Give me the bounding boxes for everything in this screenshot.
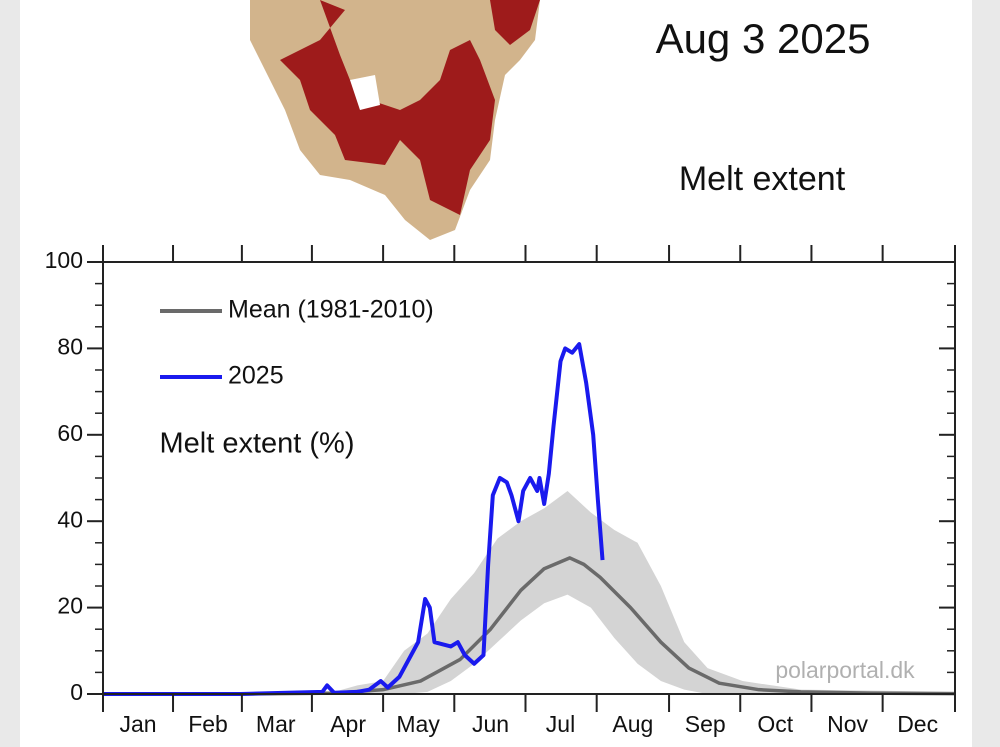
y-tick-label: 20 xyxy=(57,593,83,619)
x-tick-label: Sep xyxy=(685,711,726,737)
y-axis-label: Melt extent (%) xyxy=(160,428,355,460)
chart-subtitle: Melt extent xyxy=(679,160,846,198)
x-tick-label: Dec xyxy=(897,711,938,737)
x-tick-label: Mar xyxy=(256,711,296,737)
x-tick-label: Nov xyxy=(827,711,868,737)
legend-label: Mean (1981-2010) xyxy=(228,296,434,324)
map-melt xyxy=(490,0,540,45)
legend-label: 2025 xyxy=(228,362,284,390)
watermark: polarportal.dk xyxy=(775,657,915,683)
range-band xyxy=(103,490,955,694)
y-tick-label: 80 xyxy=(57,333,83,359)
x-tick-label: Jul xyxy=(546,711,575,737)
series-line xyxy=(103,342,605,696)
y-tick-label: 60 xyxy=(57,420,83,446)
x-tick-label: Feb xyxy=(188,711,228,737)
y-tick-label: 100 xyxy=(45,247,83,273)
chart-title: Aug 3 2025 xyxy=(656,15,871,62)
x-tick-label: Jan xyxy=(119,711,156,737)
x-tick-label: Aug xyxy=(612,711,653,737)
x-tick-label: Oct xyxy=(757,711,793,737)
y-tick-label: 40 xyxy=(57,506,83,532)
map-ice xyxy=(350,75,380,110)
y-tick-label: 0 xyxy=(70,679,83,705)
greenland-map xyxy=(250,0,540,240)
x-tick-label: Apr xyxy=(330,711,366,737)
x-tick-label: May xyxy=(396,711,440,737)
map-melt xyxy=(280,0,495,215)
x-tick-label: Jun xyxy=(472,711,509,737)
